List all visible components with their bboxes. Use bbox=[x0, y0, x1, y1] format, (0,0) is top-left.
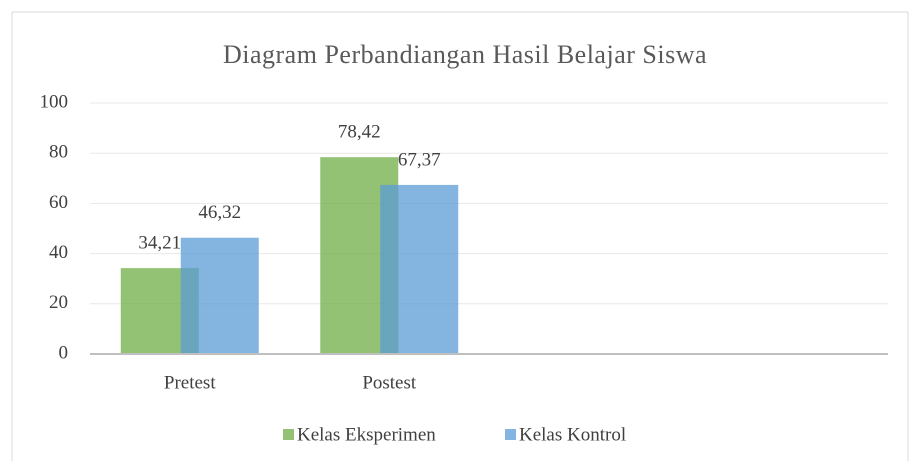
chart-title: Diagram Perbandiangan Hasil Belajar Sisw… bbox=[223, 40, 707, 69]
y-tick-label: 20 bbox=[49, 292, 68, 313]
value-label: 78,42 bbox=[338, 122, 381, 143]
y-tick-label: 100 bbox=[40, 91, 69, 112]
y-tick-label: 60 bbox=[49, 192, 68, 213]
y-tick-label: 40 bbox=[49, 242, 68, 263]
legend-label: Kelas Eksperimen bbox=[297, 424, 436, 445]
value-label: 34,21 bbox=[138, 232, 181, 253]
bar bbox=[380, 184, 459, 354]
legend-swatch bbox=[505, 429, 516, 440]
y-tick-label: 80 bbox=[49, 142, 68, 163]
legend-swatch bbox=[283, 429, 294, 440]
legend-label: Kelas Kontrol bbox=[519, 424, 626, 445]
chart-border bbox=[11, 11, 909, 461]
value-label: 46,32 bbox=[198, 202, 241, 223]
x-tick-label: Pretest bbox=[164, 372, 216, 393]
y-tick-label: 0 bbox=[59, 342, 69, 363]
value-label: 67,37 bbox=[398, 149, 441, 170]
x-tick-label: Postest bbox=[362, 372, 417, 393]
bar bbox=[180, 237, 259, 354]
